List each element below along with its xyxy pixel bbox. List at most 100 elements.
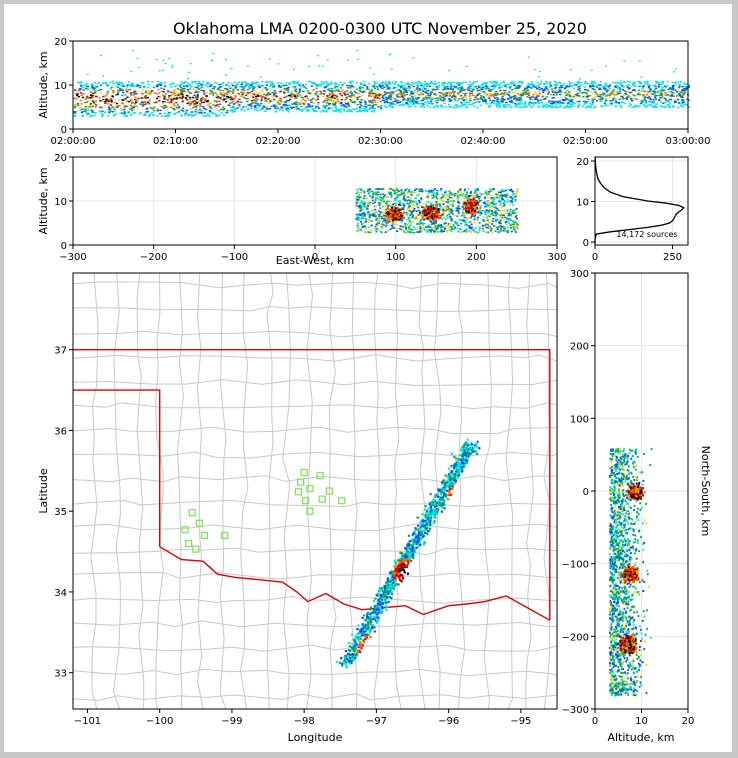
time-source-mark (144, 95, 147, 97)
eastwest-source-mark (384, 194, 387, 196)
time-source-mark (95, 104, 98, 106)
eastwest-source-mark (378, 215, 381, 218)
time-source-mark (510, 101, 513, 103)
time-source-mark (106, 84, 109, 86)
time-source-mark (620, 84, 623, 86)
time-source-mark (452, 106, 456, 109)
eastwest-source-mark (408, 229, 410, 231)
time-source-mark (678, 85, 681, 87)
time-source-mark (153, 106, 156, 109)
time-source-mark (191, 81, 194, 83)
eastwest-source-mark (362, 191, 365, 193)
time-source-mark (432, 88, 435, 91)
eastwest-source-mark (357, 214, 360, 216)
time-source-mark (659, 92, 662, 94)
time-source-mark (92, 89, 95, 91)
time-source-mark (508, 91, 511, 93)
time-source-mark (605, 89, 608, 91)
time-source-mark (326, 84, 330, 86)
time-source-mark (122, 114, 125, 116)
time-source-mark (462, 92, 465, 95)
time-source-mark (681, 91, 684, 93)
eastwest-source-mark (481, 228, 484, 230)
eastwest-source-mark (486, 192, 489, 195)
time-source-mark (160, 106, 163, 108)
eastwest-source-mark (407, 225, 410, 228)
eastwest-source-mark (464, 224, 467, 226)
time-source-mark (221, 95, 224, 97)
eastwest-source-mark (477, 211, 480, 214)
eastwest-source-mark (494, 211, 497, 213)
time-source-mark (450, 85, 453, 87)
time-source-mark (590, 104, 594, 106)
eastwest-source-mark (406, 230, 409, 232)
time-source-mark (555, 84, 558, 86)
time-source-mark (79, 109, 82, 111)
time-source-mark (641, 99, 644, 102)
eastwest-source-mark (515, 217, 518, 220)
eastwest-source-mark (355, 199, 358, 201)
time-source-mark (113, 115, 116, 117)
time-source-mark (668, 91, 671, 93)
time-source-mark (618, 98, 621, 100)
time-source-mark (608, 94, 611, 96)
time-source-mark (356, 111, 359, 113)
eastwest-source-mark (405, 188, 408, 190)
time-source-mark (509, 86, 512, 88)
time-source-mark (179, 84, 182, 86)
time-source-mark (632, 84, 635, 86)
time-source-mark (174, 94, 177, 97)
time-source-mark (219, 97, 222, 99)
time-source-mark (340, 104, 343, 107)
time-source-mark (467, 101, 470, 103)
time-source-mark (488, 95, 491, 98)
time-source-mark (453, 86, 456, 88)
time-source-mark (401, 84, 404, 86)
time-source-mark (106, 91, 110, 93)
time-source-mark (554, 81, 557, 84)
eastwest-source-mark (380, 201, 383, 204)
time-source-mark (296, 93, 299, 95)
time-source-mark (170, 86, 173, 88)
eastwest-source-mark (497, 221, 500, 223)
time-source-mark (399, 81, 402, 83)
time-source-mark (476, 90, 479, 93)
time-source-mark (476, 89, 479, 92)
eastwest-source-mark (464, 188, 467, 190)
time-source-mark (565, 86, 568, 88)
time-source-mark (333, 110, 336, 112)
time-source-mark (140, 82, 143, 84)
eastwest-source-mark (463, 194, 466, 197)
time-source-mark (294, 95, 297, 98)
time-source-mark (421, 93, 424, 96)
time-source-mark (568, 91, 571, 93)
time-source-mark (490, 101, 493, 104)
time-source-mark (195, 113, 198, 115)
time-source-mark (222, 94, 225, 96)
eastwest-source-mark (403, 193, 406, 196)
time-source-mark (412, 103, 415, 105)
time-source-mark (522, 92, 525, 94)
time-source-mark (670, 95, 673, 97)
time-source-mark (450, 88, 453, 90)
time-source-mark (495, 91, 498, 93)
time-source-mark (132, 91, 135, 94)
time-source-mark (407, 82, 410, 84)
eastwest-source-mark (385, 224, 388, 227)
eastwest-source-mark (386, 220, 389, 223)
time-source-mark (243, 97, 246, 99)
time-source-mark (414, 98, 417, 100)
time-source-mark (346, 90, 349, 92)
time-source-mark (196, 95, 199, 97)
time-source-mark (448, 92, 451, 94)
eastwest-source-mark (509, 212, 512, 214)
time-source-mark (110, 101, 113, 103)
time-source-mark (228, 91, 231, 93)
time-source-mark (613, 90, 616, 92)
time-source-mark (678, 92, 681, 95)
eastwest-source-mark (363, 195, 366, 197)
eastwest-source-mark (456, 208, 459, 210)
eastwest-source-mark (463, 214, 466, 217)
eastwest-source-mark (380, 197, 383, 199)
time-source-mark (543, 90, 546, 92)
